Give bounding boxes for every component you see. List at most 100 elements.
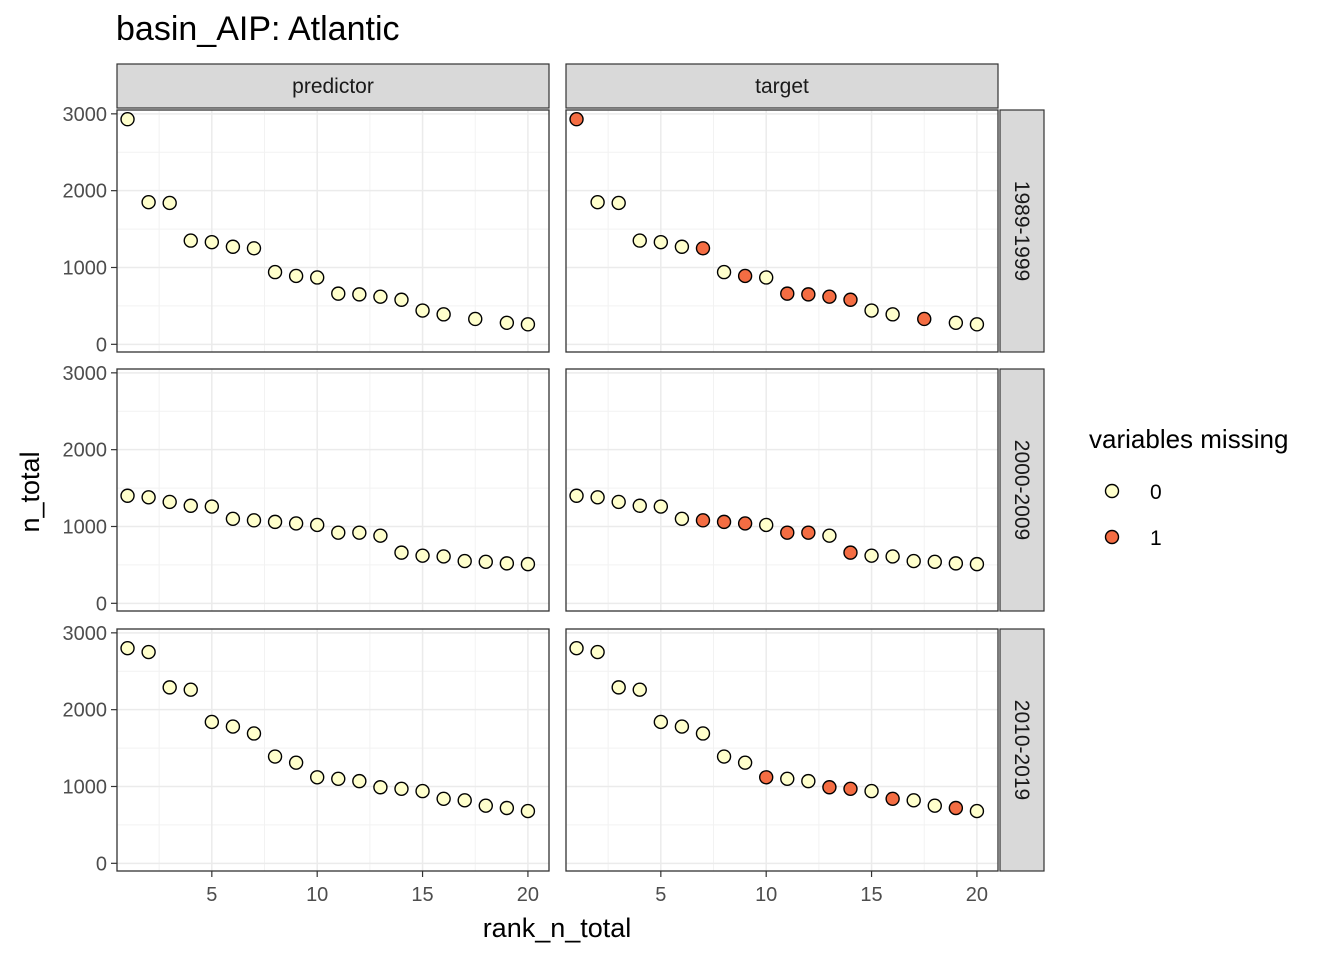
data-point [436,791,451,806]
data-point [864,783,879,799]
panel-background [117,629,549,871]
panel-background [566,110,998,352]
x-tick-label: 15 [860,884,882,906]
data-point [162,195,177,211]
data-point [716,749,732,764]
panel-2000-2009-target [565,368,999,612]
data-point [948,315,964,331]
panel-1989-1999-target [565,109,999,353]
data-point [225,511,241,527]
data-point [843,292,858,307]
y-tick-label: 0 [96,853,107,875]
data-point [373,289,388,304]
data-point [948,556,964,571]
data-point [204,499,220,514]
data-point [822,528,837,543]
data-point [520,556,536,572]
data-point [906,553,921,569]
data-point [288,268,304,284]
x-tick-label: 20 [966,884,988,906]
data-point [758,770,774,785]
panel-border [565,628,999,872]
data-point [373,780,388,795]
data-point [415,548,430,563]
data-point [969,556,985,572]
x-tick-label: 20 [517,884,539,906]
data-point [225,239,241,254]
data-point [695,513,711,528]
data-point [309,770,325,785]
x-tick-label: 5 [655,884,666,906]
data-point [822,289,837,304]
data-point [780,771,795,787]
data-point [331,286,346,301]
data-point [590,644,605,660]
data-point [695,241,711,256]
legend-key-1 [1104,529,1120,545]
data-point [141,194,156,210]
data-point [246,241,262,256]
data-point [969,803,985,819]
y-tick-label: 2000 [63,440,108,462]
x-axis-title: rank_n_total [483,913,632,943]
strip-2010-2019 [999,628,1045,872]
data-point [120,641,135,656]
data-point [183,682,198,697]
data-point [162,680,177,695]
data-point [415,783,430,799]
data-point [569,641,584,656]
data-point [885,307,900,322]
data-point [822,780,837,795]
legend: variables missing 0 1 [1089,424,1288,550]
data-point [801,773,816,789]
strip-label-target: target [755,75,809,98]
data-point [674,239,690,254]
data-point [674,511,690,527]
data-point [737,268,753,284]
strip-predictor [116,63,550,109]
panel-background [566,369,998,611]
data-point [843,545,858,560]
data-point [632,498,647,513]
data-point [674,719,690,734]
strip-label-2000-2009: 2000-2009 [1010,440,1033,540]
data-point [204,714,220,730]
data-point [653,234,669,250]
data-point [780,525,795,540]
strip-target [565,63,999,109]
data-point [352,287,367,302]
data-point [969,317,985,332]
x-tick-label: 5 [206,884,217,906]
data-point [373,528,388,543]
data-point [758,517,774,533]
data-point [737,516,753,531]
y-axis-title: n_total [15,451,45,532]
panel-border [116,109,550,353]
y-tick-label: 3000 [63,104,108,126]
data-point [499,315,515,331]
data-point [309,270,325,285]
data-point [520,803,536,819]
strip-1989-1999 [999,109,1045,353]
y-tick-label: 3000 [63,363,108,385]
data-point [801,525,816,540]
data-point [499,556,515,571]
data-point [801,287,816,302]
data-point [653,499,669,514]
x-tick-label: 10 [306,884,328,906]
data-point [885,549,900,564]
data-point [331,525,346,540]
panel-background [117,110,549,352]
y-tick-label: 2000 [63,700,108,722]
legend-key-0 [1104,483,1120,499]
data-point [927,554,942,570]
panel-background [117,369,549,611]
data-point [611,680,626,695]
data-point [436,307,451,322]
data-point [468,311,483,327]
y-tick-label: 0 [96,593,107,615]
data-point [204,234,220,250]
data-point [569,488,584,503]
data-point [352,773,367,789]
